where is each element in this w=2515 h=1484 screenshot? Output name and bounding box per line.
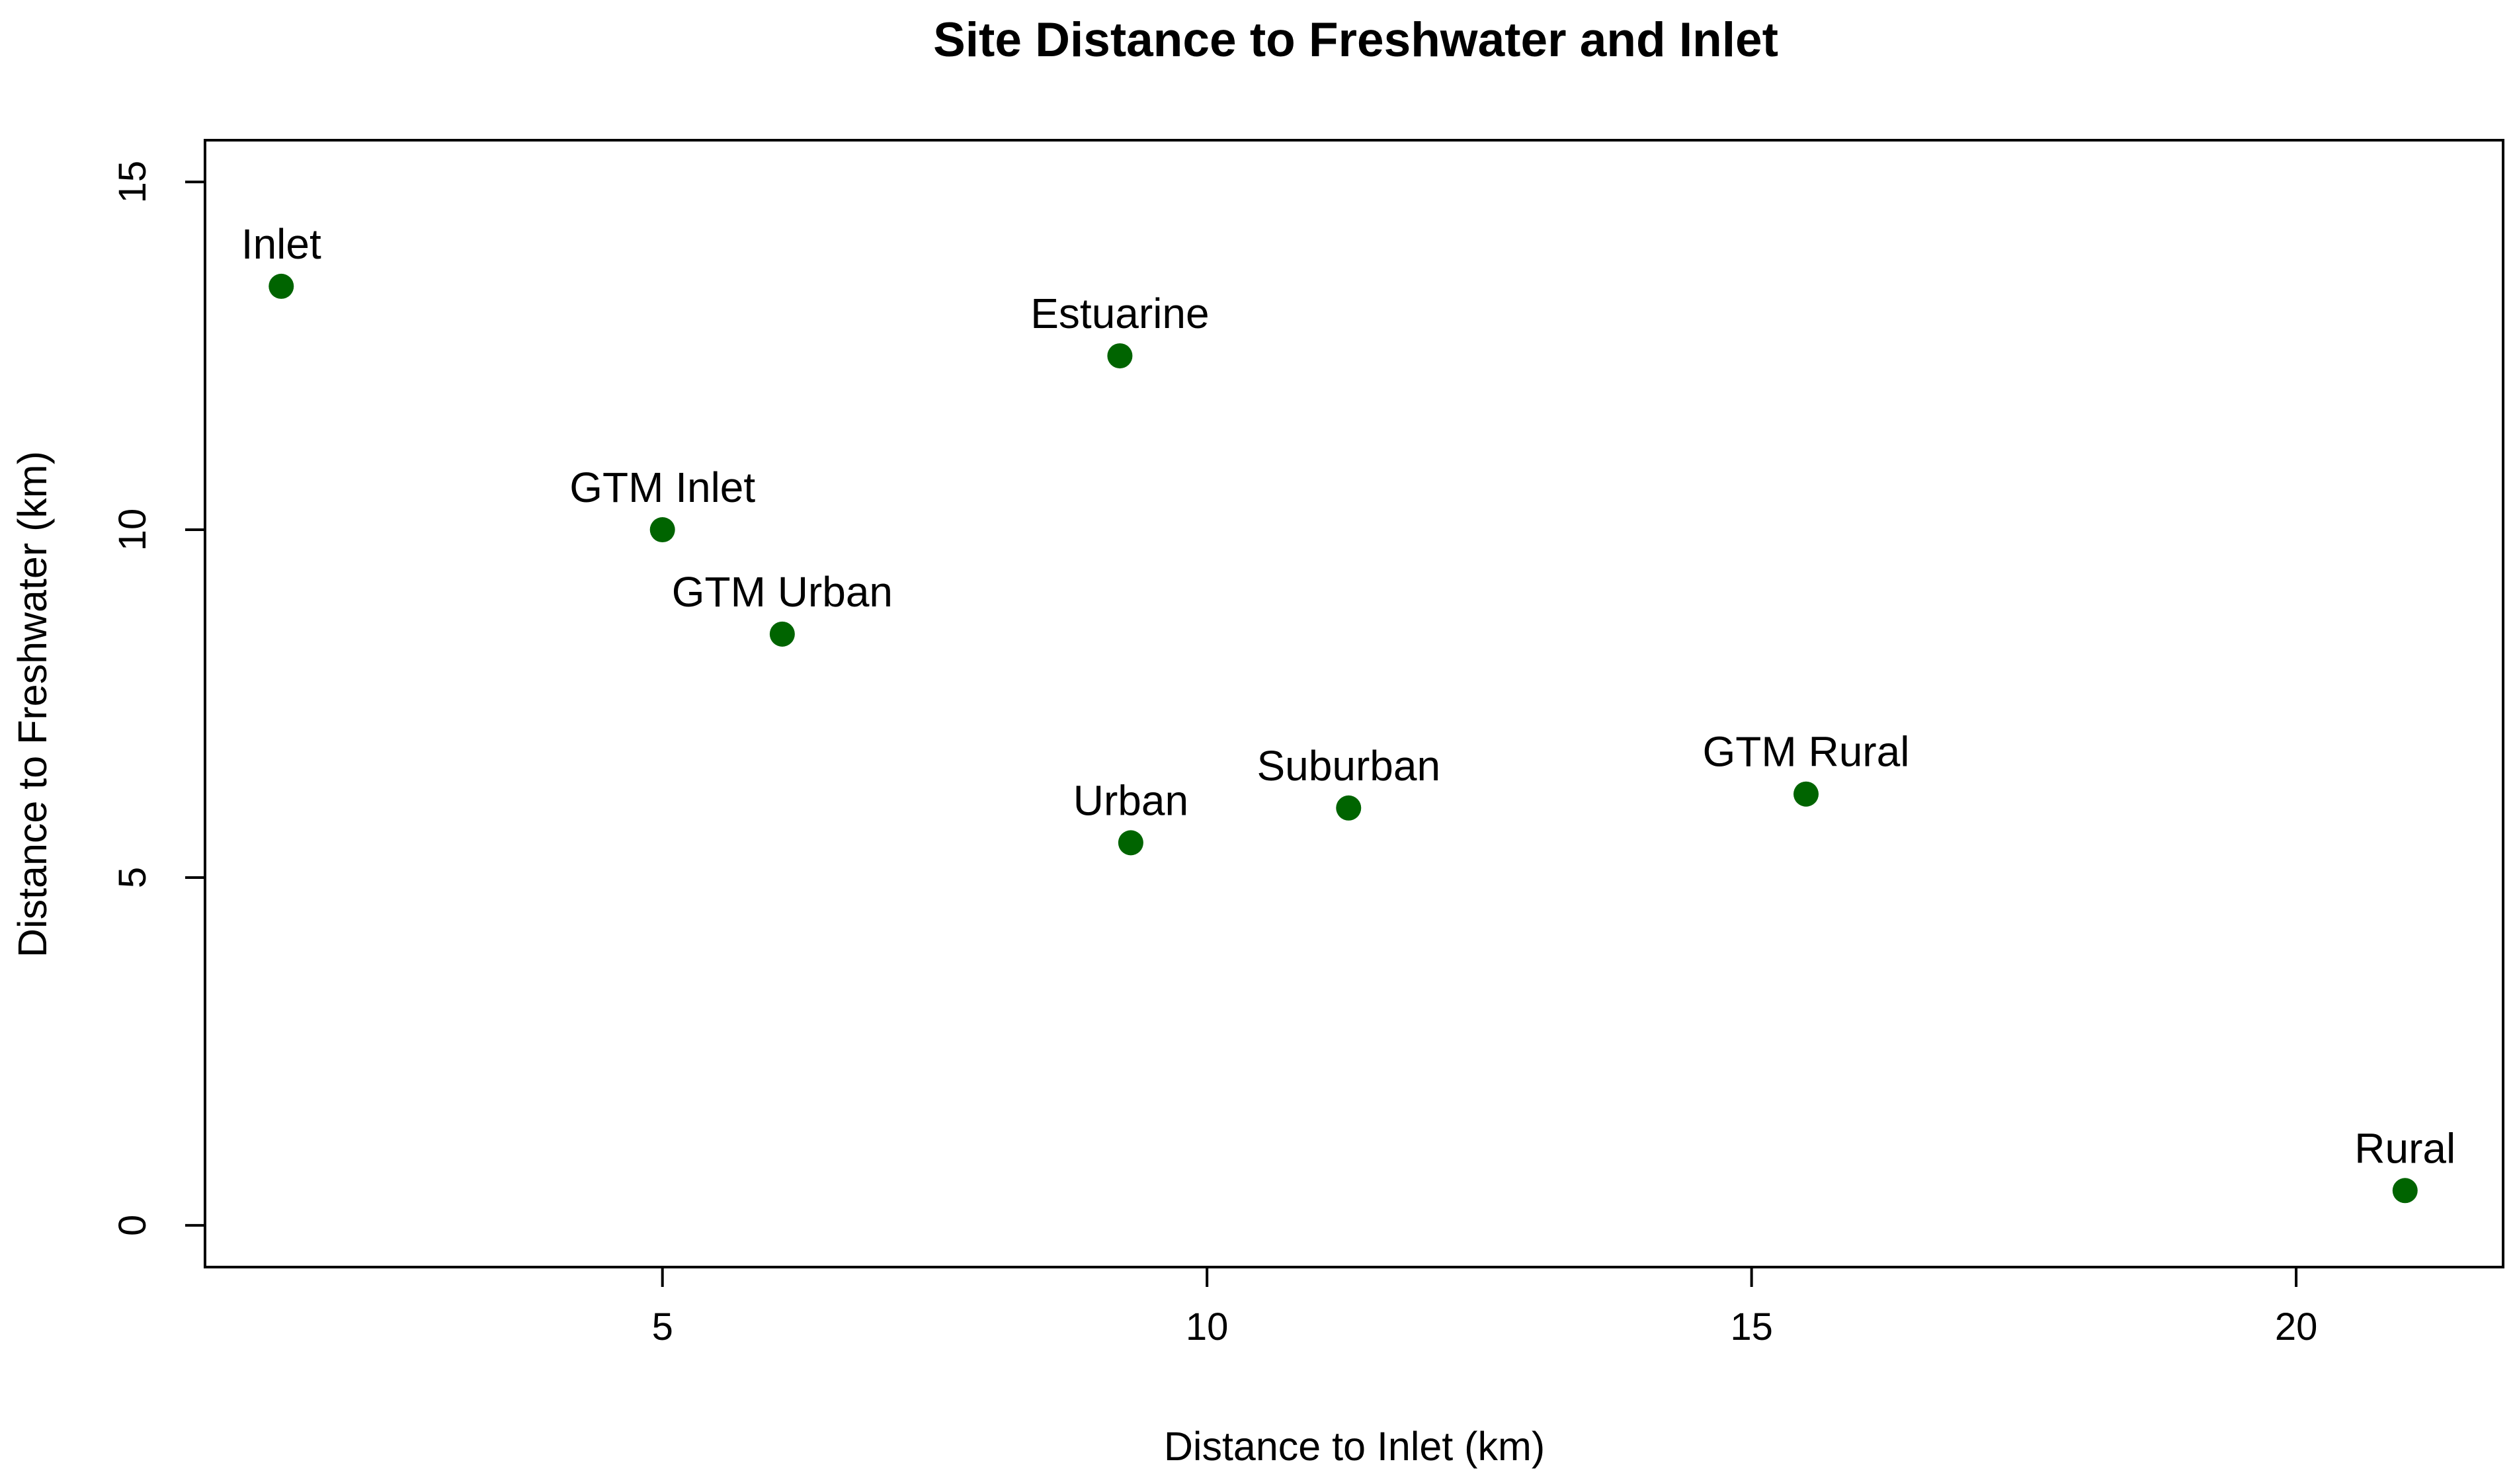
data-point bbox=[1793, 781, 1819, 807]
x-axis: 5 10 15 20 bbox=[652, 1266, 2318, 1348]
x-tick-label: 20 bbox=[2275, 1305, 2318, 1348]
data-point bbox=[1118, 830, 1143, 856]
x-tick-label: 15 bbox=[1730, 1305, 1773, 1348]
data-point bbox=[1107, 343, 1133, 369]
data-point bbox=[1336, 795, 1362, 821]
data-points: Inlet Estuarine GTM Inlet GTM Urban Urban Sub… bbox=[241, 220, 2455, 1204]
point-label: Rural bbox=[2354, 1124, 2455, 1172]
chart-title: Site Distance to Freshwater and Inlet bbox=[933, 13, 1778, 67]
plot-frame bbox=[204, 139, 2504, 1268]
point-label: GTM Inlet bbox=[569, 464, 755, 511]
x-tick-label: 5 bbox=[652, 1305, 673, 1348]
point-label: Estuarine bbox=[1030, 290, 1209, 337]
point-label: GTM Rural bbox=[1703, 728, 1910, 776]
point-label: Urban bbox=[1073, 776, 1188, 824]
y-tick-label: 0 bbox=[111, 1215, 154, 1236]
x-tick-label: 10 bbox=[1186, 1305, 1229, 1348]
data-point bbox=[268, 273, 294, 299]
y-tick-label: 5 bbox=[111, 867, 154, 888]
data-point bbox=[769, 621, 795, 647]
point-label: GTM Urban bbox=[672, 568, 893, 616]
data-point bbox=[2392, 1178, 2418, 1204]
y-axis-label: Distance to Freshwater (km) bbox=[10, 451, 55, 958]
data-point bbox=[649, 517, 675, 543]
point-label: Inlet bbox=[241, 220, 321, 268]
x-axis-label: Distance to Inlet (km) bbox=[1164, 1424, 1545, 1469]
y-tick-label: 10 bbox=[111, 509, 154, 552]
point-label: Suburban bbox=[1257, 742, 1440, 790]
y-tick-label: 15 bbox=[111, 161, 154, 204]
y-axis: 0 5 10 15 bbox=[111, 161, 206, 1236]
